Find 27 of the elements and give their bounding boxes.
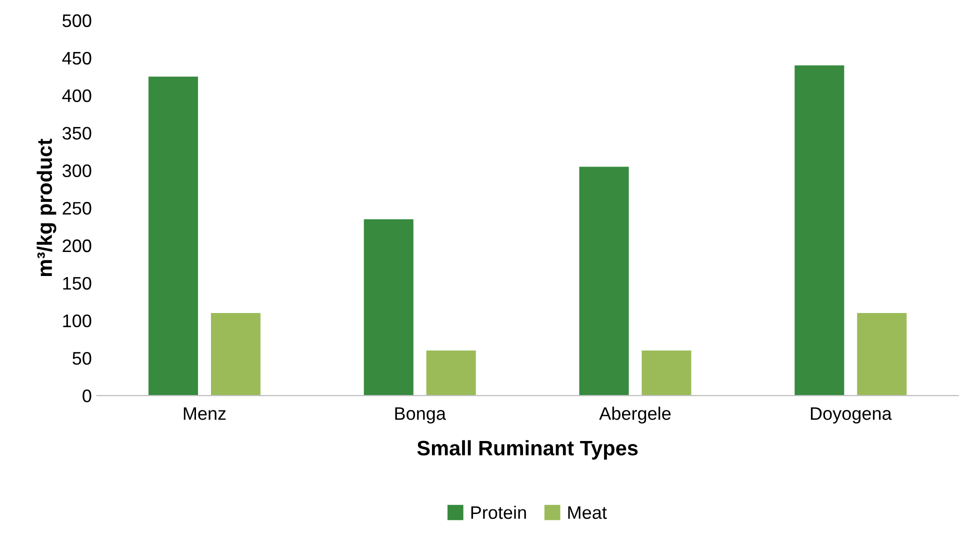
- y-tick-label: 500: [62, 14, 92, 28]
- bar: [642, 350, 692, 396]
- y-axis-title: m³/kg product: [36, 138, 56, 276]
- y-tick-label: 50: [72, 352, 92, 365]
- bar: [857, 313, 907, 396]
- y-tick-label: 300: [62, 164, 92, 178]
- x-tick-label: Bonga: [395, 407, 446, 424]
- bar: [148, 76, 198, 396]
- bar: [794, 65, 844, 396]
- x-tick-label: Menz: [184, 407, 226, 420]
- y-tick-label: 150: [63, 276, 92, 290]
- x-tick-label: Doyogena: [810, 407, 892, 424]
- y-tick-label: 400: [62, 89, 92, 102]
- y-tick-label: 200: [62, 239, 92, 252]
- y-tick-label: 0: [82, 390, 92, 402]
- x-axis-title: Small Ruminant Types: [417, 440, 638, 460]
- bar: [210, 313, 260, 396]
- y-tick-label: 350: [62, 126, 92, 140]
- bar: [579, 166, 629, 396]
- legend-label: Protein: [471, 506, 526, 519]
- legend-label: Meat: [568, 506, 607, 519]
- y-tick-label: 450: [62, 52, 92, 65]
- bar: [426, 350, 476, 396]
- bar: [364, 219, 414, 396]
- y-tick-label: 100: [63, 314, 92, 328]
- y-tick-label: 250: [62, 202, 92, 215]
- x-tick-label: Abergele: [599, 406, 671, 424]
